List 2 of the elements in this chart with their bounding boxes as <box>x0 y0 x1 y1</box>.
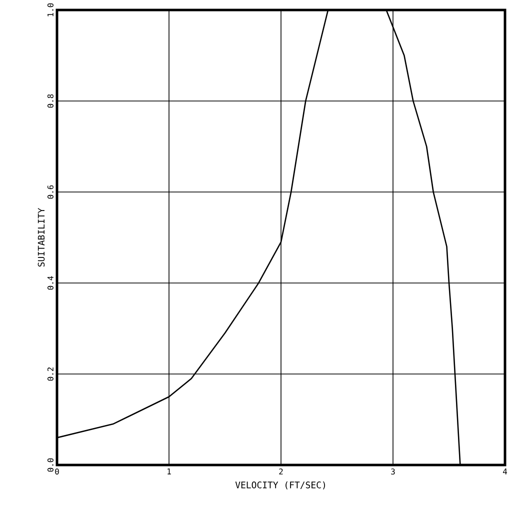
y-axis-title: SUITABILITY <box>38 208 45 267</box>
x-axis-title: VELOCITY (FT/SEC) <box>235 481 326 490</box>
